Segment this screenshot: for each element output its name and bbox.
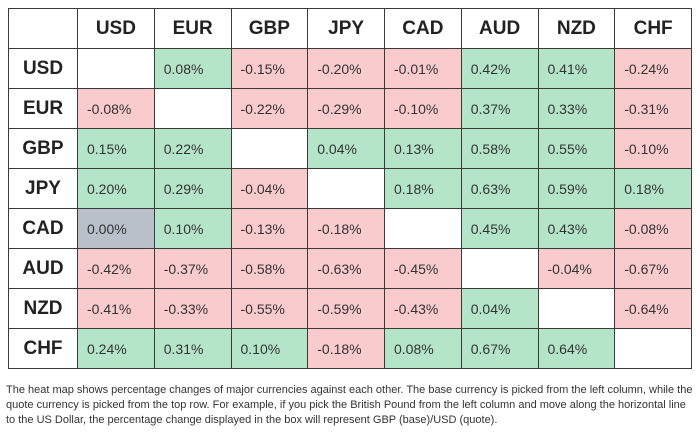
value-cell: -0.64% <box>614 288 692 329</box>
value-cell: -0.04% <box>230 168 309 209</box>
value-cell: -0.55% <box>230 288 309 329</box>
row-header: CAD <box>8 208 78 249</box>
empty-cell <box>230 128 309 169</box>
column-header: CHF <box>614 8 692 49</box>
row: USD 0.08% -0.15% -0.20% -0.01% 0.42% 0.41% -0.2… <box>8 48 692 89</box>
row-header: AUD <box>8 248 78 289</box>
value-cell: -0.33% <box>153 288 232 329</box>
row-header: EUR <box>8 88 78 129</box>
row-header: JPY <box>8 168 78 209</box>
value-cell: 0.41% <box>537 48 616 89</box>
value-cell: -0.58% <box>230 248 309 289</box>
value-cell: -0.29% <box>307 88 385 129</box>
footnote: The heat map shows percentage changes of… <box>6 384 693 426</box>
value-cell: -0.42% <box>77 248 155 289</box>
value-cell: -0.08% <box>614 208 692 249</box>
value-cell: 0.00% <box>77 208 155 249</box>
value-cell: 0.04% <box>307 128 385 169</box>
value-cell: 0.22% <box>153 128 232 169</box>
value-cell: -0.59% <box>307 288 385 329</box>
value-cell: 0.64% <box>537 328 616 369</box>
heatmap-table: USD EUR GBP JPY CAD AUD NZD CHF USD 0.08% -0.15% -… <box>8 8 692 369</box>
row: AUD -0.42% -0.37% -0.58% -0.63% -0.45% -0.04% -… <box>8 248 692 289</box>
row-header: NZD <box>8 288 78 329</box>
value-cell: 0.45% <box>460 208 539 249</box>
value-cell: 0.08% <box>384 328 462 369</box>
column-header: EUR <box>153 8 232 49</box>
value-cell: -0.20% <box>307 48 385 89</box>
value-cell: -0.15% <box>230 48 309 89</box>
column-header: GBP <box>230 8 309 49</box>
value-cell: -0.41% <box>77 288 155 329</box>
value-cell: 0.08% <box>153 48 232 89</box>
table-body: USD 0.08% -0.15% -0.20% -0.01% 0.42% 0.41% -0.2… <box>8 48 692 369</box>
value-cell: 0.04% <box>460 288 539 329</box>
empty-cell <box>153 88 232 129</box>
column-header: NZD <box>537 8 616 49</box>
value-cell: 0.10% <box>153 208 232 249</box>
column-header: USD <box>77 8 155 49</box>
empty-cell <box>537 288 616 329</box>
empty-cell <box>614 328 692 369</box>
value-cell: -0.18% <box>307 328 385 369</box>
value-cell: 0.20% <box>77 168 155 209</box>
column-header: AUD <box>460 8 539 49</box>
empty-cell <box>384 208 462 249</box>
value-cell: 0.33% <box>537 88 616 129</box>
value-cell: 0.55% <box>537 128 616 169</box>
value-cell: 0.37% <box>460 88 539 129</box>
empty-cell <box>307 168 385 209</box>
value-cell: -0.43% <box>384 288 462 329</box>
row-header: USD <box>8 48 78 89</box>
empty-cell <box>77 48 155 89</box>
row-header: GBP <box>8 128 78 169</box>
value-cell: -0.63% <box>307 248 385 289</box>
row-header: CHF <box>8 328 78 369</box>
value-cell: 0.18% <box>614 168 692 209</box>
value-cell: 0.42% <box>460 48 539 89</box>
value-cell: 0.13% <box>384 128 462 169</box>
value-cell: -0.31% <box>614 88 692 129</box>
value-cell: 0.58% <box>460 128 539 169</box>
value-cell: -0.37% <box>153 248 232 289</box>
row: CHF 0.24% 0.31% 0.10% -0.18% 0.08% 0.67% 0.64% <box>8 328 692 369</box>
value-cell: 0.15% <box>77 128 155 169</box>
value-cell: -0.13% <box>230 208 309 249</box>
corner-cell <box>8 8 78 49</box>
value-cell: -0.45% <box>384 248 462 289</box>
value-cell: 0.10% <box>230 328 309 369</box>
value-cell: -0.08% <box>77 88 155 129</box>
value-cell: -0.01% <box>384 48 462 89</box>
row: CAD 0.00% 0.10% -0.13% -0.18% 0.45% 0.43% -0.08… <box>8 208 692 249</box>
value-cell: 0.18% <box>384 168 462 209</box>
value-cell: -0.10% <box>614 128 692 169</box>
row: JPY 0.20% 0.29% -0.04% 0.18% 0.63% 0.59% 0.18% <box>8 168 692 209</box>
header-row: USD EUR GBP JPY CAD AUD NZD CHF <box>8 8 692 49</box>
row: NZD -0.41% -0.33% -0.55% -0.59% -0.43% 0.04% -0… <box>8 288 692 329</box>
empty-cell <box>460 248 539 289</box>
value-cell: 0.29% <box>153 168 232 209</box>
value-cell: 0.24% <box>77 328 155 369</box>
value-cell: -0.04% <box>537 248 616 289</box>
value-cell: -0.22% <box>230 88 309 129</box>
column-header: JPY <box>307 8 385 49</box>
value-cell: 0.63% <box>460 168 539 209</box>
value-cell: 0.31% <box>153 328 232 369</box>
value-cell: -0.18% <box>307 208 385 249</box>
column-header: CAD <box>384 8 462 49</box>
value-cell: 0.67% <box>460 328 539 369</box>
value-cell: -0.24% <box>614 48 692 89</box>
value-cell: -0.10% <box>384 88 462 129</box>
row: EUR -0.08% -0.22% -0.29% -0.10% 0.37% 0.33% -0.… <box>8 88 692 129</box>
value-cell: 0.43% <box>537 208 616 249</box>
value-cell: 0.59% <box>537 168 616 209</box>
row: GBP 0.15% 0.22% 0.04% 0.13% 0.58% 0.55% -0.10% <box>8 128 692 169</box>
value-cell: -0.67% <box>614 248 692 289</box>
